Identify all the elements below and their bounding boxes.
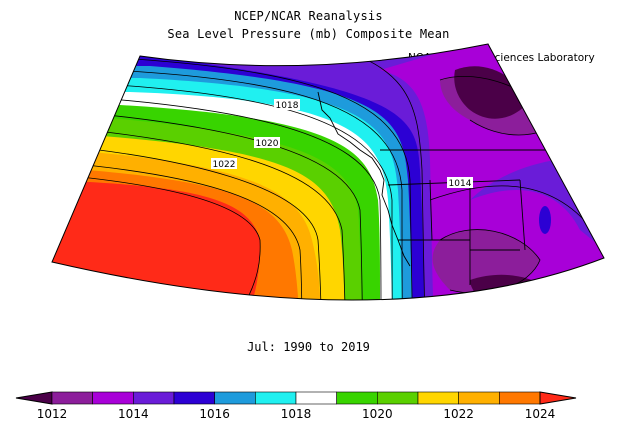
colorbar-cell bbox=[51, 391, 93, 405]
colorbar-tick-label: 1016 bbox=[199, 407, 230, 421]
svg-text:1014: 1014 bbox=[449, 179, 472, 189]
colorbar-tick-label: 1022 bbox=[443, 407, 474, 421]
colorbar-tick-label: 1020 bbox=[362, 407, 393, 421]
colorbar-cell bbox=[214, 391, 256, 405]
colorbar-tick-label: 1014 bbox=[118, 407, 149, 421]
colorbar-cell bbox=[336, 391, 378, 405]
title-line-2: Sea Level Pressure (mb) Composite Mean bbox=[167, 27, 450, 41]
colorbar-tick-label: 1018 bbox=[281, 407, 312, 421]
colorbar-cell bbox=[377, 391, 419, 405]
svg-text:1020: 1020 bbox=[256, 139, 279, 149]
colorbar-tick-label: 1012 bbox=[37, 407, 68, 421]
colorbar-cell bbox=[499, 391, 541, 405]
colorbar-cell bbox=[417, 391, 459, 405]
map-outline bbox=[51, 43, 605, 301]
svg-text:1022: 1022 bbox=[213, 160, 236, 170]
band-1011-north bbox=[454, 66, 530, 119]
contour-label-1014: 1014 bbox=[447, 177, 473, 189]
contour-label-1018: 1018 bbox=[274, 99, 300, 111]
colorbar-arrow-low bbox=[15, 391, 53, 405]
title-line-1: NCEP/NCAR Reanalysis bbox=[234, 9, 383, 23]
contour-label-1022: 1022 bbox=[211, 158, 237, 170]
period-label: Jul: 1990 to 2019 bbox=[247, 340, 370, 354]
colorbar-tick-label: 1024 bbox=[525, 407, 556, 421]
colorbar-cell bbox=[173, 391, 215, 405]
svg-text:1018: 1018 bbox=[276, 101, 299, 111]
colorbar-cell bbox=[295, 391, 337, 405]
band-1013-lake bbox=[539, 206, 551, 234]
colorbar-cell bbox=[133, 391, 175, 405]
colorbar-cell bbox=[92, 391, 134, 405]
colorbar-cell bbox=[458, 391, 500, 405]
colorbar-arrow-high bbox=[539, 391, 577, 405]
colorbar-cell bbox=[255, 391, 297, 405]
contour-label-1020: 1020 bbox=[254, 137, 280, 149]
